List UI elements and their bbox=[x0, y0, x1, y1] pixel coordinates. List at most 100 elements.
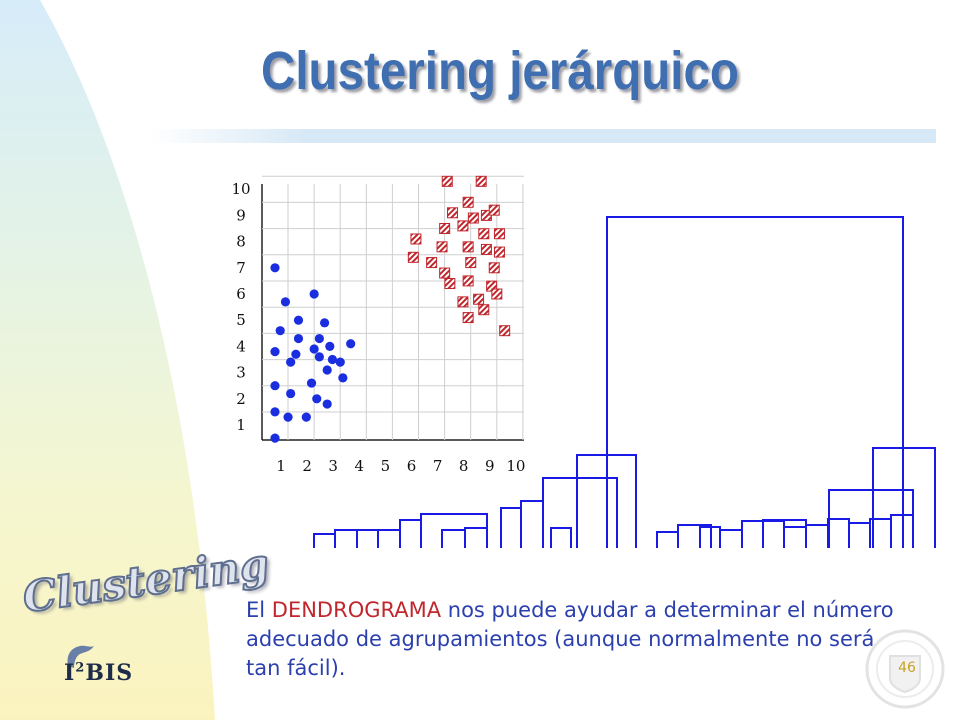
dendrogram-link bbox=[827, 518, 850, 548]
scatter-dot bbox=[275, 326, 285, 336]
dendrogram-link bbox=[872, 447, 936, 548]
scatter-square bbox=[410, 233, 422, 245]
dendrogram-link bbox=[500, 507, 522, 548]
scatter-square bbox=[457, 296, 469, 308]
scatter-square bbox=[441, 175, 453, 187]
scatter-dot bbox=[301, 412, 311, 422]
scatter-dot bbox=[327, 354, 338, 365]
scatter-dot bbox=[335, 357, 345, 367]
y-tick-label: 5 bbox=[236, 311, 246, 329]
dendrogram-link bbox=[550, 527, 572, 548]
scatter-dot bbox=[293, 333, 304, 344]
scatter-square bbox=[465, 257, 477, 269]
dendrogram-link bbox=[656, 531, 679, 548]
scatter-square bbox=[491, 288, 503, 300]
title-underline bbox=[150, 129, 936, 143]
logo-bis: BIS bbox=[85, 660, 134, 686]
scatter-square bbox=[467, 212, 479, 224]
dendrogram-link bbox=[606, 216, 904, 548]
scatter-square bbox=[439, 223, 451, 234]
scatter-square bbox=[462, 312, 474, 324]
dendrogram-link bbox=[441, 529, 466, 548]
scatter-square bbox=[493, 246, 505, 258]
scatter-grid bbox=[261, 175, 524, 441]
scatter-dot bbox=[338, 373, 348, 383]
scatter-dot bbox=[270, 433, 280, 443]
left-decor-panel bbox=[0, 0, 215, 720]
scatter-square bbox=[499, 325, 511, 337]
scatter-dot bbox=[286, 388, 296, 399]
logo-letter: I bbox=[64, 660, 76, 686]
dendrogram-link bbox=[399, 519, 422, 548]
scatter-dot bbox=[286, 357, 296, 367]
y-tick-label: 1 bbox=[236, 416, 246, 434]
dendrogram bbox=[313, 216, 936, 548]
scatter-dot bbox=[306, 378, 317, 388]
y-tick-label: 8 bbox=[236, 233, 246, 251]
dendrogram-link bbox=[576, 454, 637, 548]
scatter-square bbox=[439, 267, 451, 279]
y-tick-label: 4 bbox=[236, 337, 246, 355]
y-tick-label: 2 bbox=[236, 390, 246, 408]
scatter-square bbox=[462, 275, 474, 287]
page-number: 46 bbox=[898, 660, 916, 676]
scatter-square bbox=[488, 262, 500, 274]
dendrogram-link bbox=[542, 477, 618, 548]
scatter-dot bbox=[312, 394, 322, 404]
caption-post: nos puede ayudar a determinar el número … bbox=[246, 598, 894, 680]
scatter-dot bbox=[291, 349, 301, 359]
x-tick-label: 9 bbox=[485, 457, 495, 475]
scatter-square bbox=[475, 175, 487, 187]
x-tick-label: 1 bbox=[276, 457, 286, 475]
y-tick-label: 6 bbox=[236, 285, 246, 303]
scatter-dot bbox=[270, 407, 280, 417]
dendrogram-link bbox=[677, 524, 712, 548]
caption-pre: El bbox=[246, 598, 272, 622]
scatter-square bbox=[407, 251, 419, 263]
scatter-dot bbox=[309, 289, 319, 299]
scatter-square bbox=[462, 196, 474, 208]
scatter-square bbox=[478, 304, 490, 316]
x-tick-label: 4 bbox=[355, 457, 365, 475]
x-tick-label: 6 bbox=[407, 457, 417, 475]
scatter-square bbox=[488, 204, 500, 216]
scatter-square bbox=[493, 228, 505, 240]
scatter-dot bbox=[270, 347, 280, 357]
scatter-square bbox=[426, 257, 438, 269]
dendrogram-link bbox=[890, 514, 914, 548]
caption: El DENDROGRAMA nos puede ayudar a determ… bbox=[246, 596, 906, 683]
scatter-dot bbox=[314, 352, 324, 362]
y-tick-label: 9 bbox=[236, 206, 246, 224]
x-tick-label: 3 bbox=[328, 457, 338, 475]
scatter-square bbox=[462, 241, 474, 253]
bird-logo-icon bbox=[67, 645, 94, 668]
scatter-square bbox=[457, 220, 469, 232]
dendrogram-link bbox=[313, 533, 336, 548]
scatter-square bbox=[478, 228, 490, 240]
logo-superscript: 2 bbox=[75, 660, 86, 676]
dendrogram-link bbox=[848, 522, 871, 548]
y-tick-label: 10 bbox=[231, 180, 250, 198]
scatter-square bbox=[480, 243, 492, 255]
dendrogram-link bbox=[805, 524, 829, 548]
scatter-dot bbox=[322, 399, 332, 409]
x-tick-label: 10 bbox=[506, 457, 525, 475]
scatter-square bbox=[473, 293, 485, 305]
scatter-dot bbox=[325, 341, 335, 351]
scatter-dot bbox=[280, 297, 291, 307]
scatter-square bbox=[436, 241, 448, 253]
x-tick-label: 8 bbox=[459, 457, 469, 475]
y-tick-label: 7 bbox=[236, 259, 246, 277]
x-tick-label: 7 bbox=[433, 457, 443, 475]
slide-title: Clustering jerárquico bbox=[261, 41, 739, 101]
dendrogram-link bbox=[783, 526, 807, 548]
scatter-square bbox=[444, 278, 456, 290]
y-tick-label: 3 bbox=[236, 364, 246, 382]
caption-highlight: DENDROGRAMA bbox=[271, 598, 442, 622]
scatter-dot bbox=[346, 339, 356, 349]
scatter-dot bbox=[322, 365, 332, 375]
scatter-dot bbox=[270, 381, 280, 391]
scatter-dot bbox=[283, 412, 293, 422]
